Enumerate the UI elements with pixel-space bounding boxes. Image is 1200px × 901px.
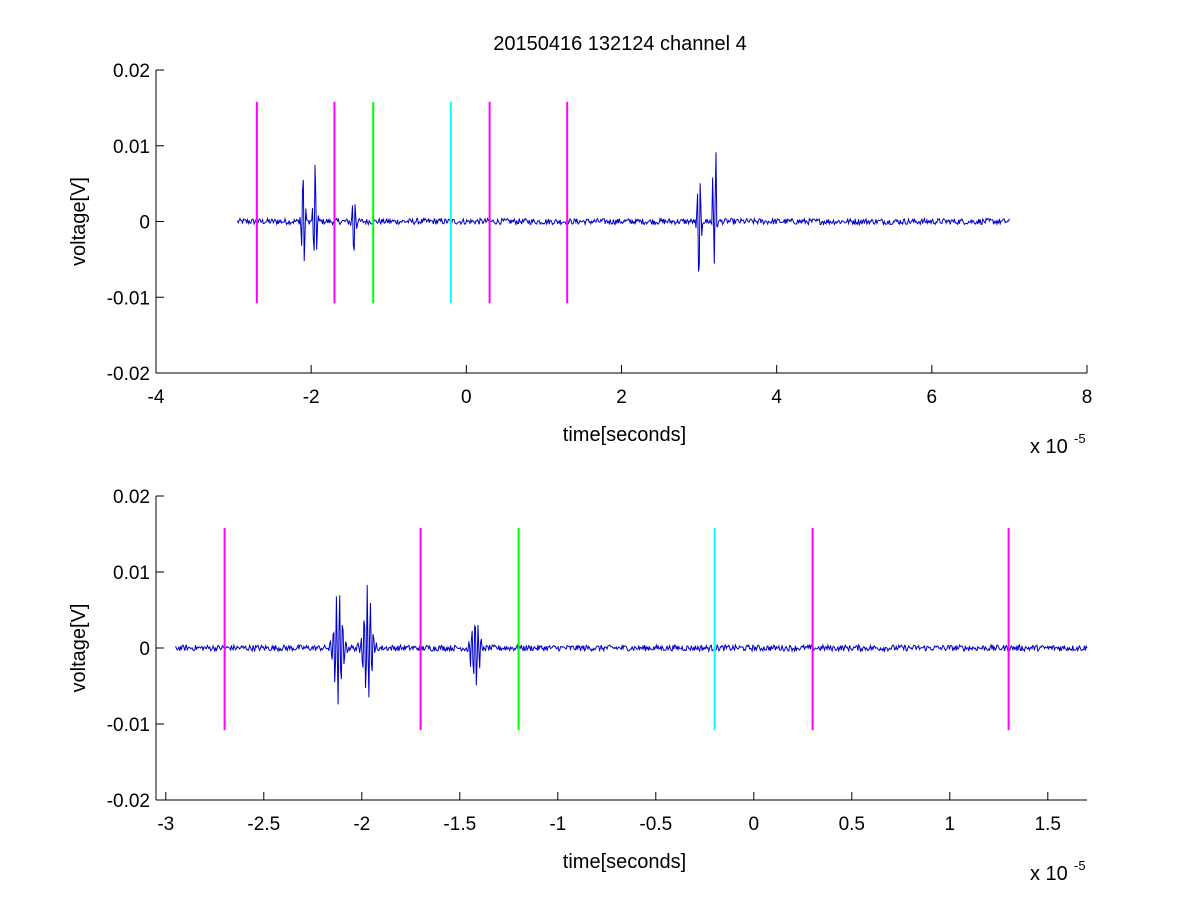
x-tick-label: -2 <box>303 387 320 408</box>
x-exponent-label: x 10 <box>1030 863 1068 885</box>
y-tick-label: 0 <box>139 213 150 234</box>
x-axis-label: time[seconds] <box>563 424 686 446</box>
x-tick-label: 0 <box>461 387 472 408</box>
y-axis-label: voltage[V] <box>68 604 90 693</box>
y-tick-label: 0 <box>139 639 150 660</box>
y-tick-label: -0.02 <box>107 364 150 385</box>
top-plot: -4 -2 0 2 4 6 8 -0.02 -0.01 0 0.01 0.02 time[seconds… <box>68 61 1092 458</box>
x-tick-label: -2 <box>353 814 370 835</box>
x-tick-label: 2 <box>616 387 627 408</box>
x-tick-label: 1 <box>945 814 956 835</box>
y-tick-label: -0.01 <box>107 715 150 736</box>
x-tick-label: -2.5 <box>247 814 280 835</box>
signal-trace <box>175 584 1088 705</box>
x-tick-label: 4 <box>771 387 782 408</box>
x-tick-label: -4 <box>148 387 165 408</box>
signal-trace <box>237 152 1010 272</box>
x-tick-label: 8 <box>1082 387 1093 408</box>
x-tick-label: -0.5 <box>639 814 672 835</box>
x-tick-label: 1.5 <box>1035 814 1061 835</box>
y-tick-label: 0.01 <box>113 563 150 584</box>
x-tick-label: -1 <box>549 814 566 835</box>
y-tick-label: 0.02 <box>113 61 150 82</box>
x-tick-label: 0.5 <box>839 814 865 835</box>
y-tick-label: 0.02 <box>113 487 150 508</box>
figure-title: 20150416 132124 channel 4 <box>493 33 747 55</box>
y-axis-label: voltage[V] <box>68 177 90 266</box>
x-tick-label: -1.5 <box>443 814 476 835</box>
x-tick-label: 0 <box>749 814 760 835</box>
x-tick-label: 6 <box>927 387 938 408</box>
x-tick-label: -3 <box>157 814 174 835</box>
y-tick-label: 0.01 <box>113 137 150 158</box>
x-exponent-superscript: -5 <box>1074 858 1086 873</box>
x-exponent-superscript: -5 <box>1074 431 1086 446</box>
y-tick-label: -0.01 <box>107 288 150 309</box>
x-exponent-label: x 10 <box>1030 436 1068 458</box>
y-tick-label: -0.02 <box>107 791 150 812</box>
bottom-plot: -3 -2.5 -2 -1.5 -1 -0.5 0 0.5 1 1.5 -0.02 -0.01 0 0.0… <box>68 487 1088 885</box>
x-axis-label: time[seconds] <box>563 851 686 873</box>
